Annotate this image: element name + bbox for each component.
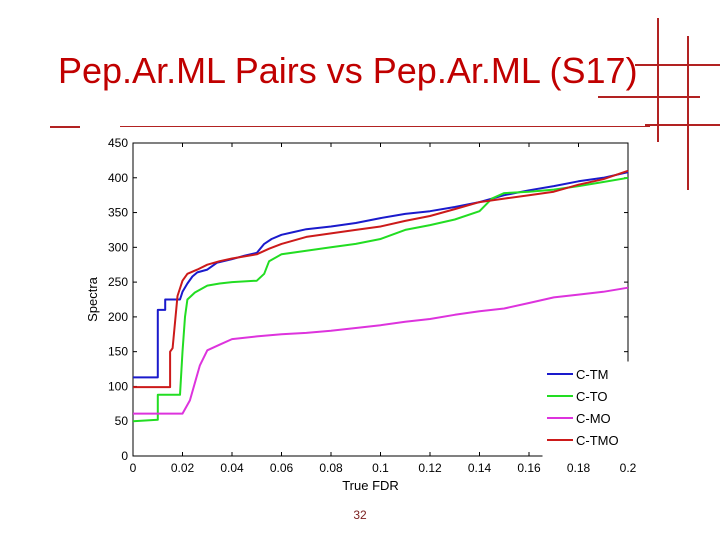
y-tick-label: 450 [108, 136, 128, 150]
y-tick-label: 250 [108, 275, 128, 289]
decor-line-h1 [635, 64, 720, 66]
y-tick-label: 0 [121, 449, 128, 463]
series-line-c-tmo [133, 169, 629, 389]
page-number: 32 [353, 508, 367, 522]
decor-line-v2 [687, 36, 689, 190]
x-tick-label: 0.04 [220, 461, 244, 475]
x-tick-label: 0.14 [468, 461, 492, 475]
decor-line-h2 [598, 96, 700, 98]
x-tick-label: 0.12 [418, 461, 442, 475]
series-line-c-mo [133, 286, 629, 415]
slide-title: Pep.Ar.ML Pairs vs Pep.Ar.ML (S17) [58, 50, 638, 91]
title-underline [120, 126, 650, 127]
legend-label-c-mo: C-MO [576, 411, 611, 426]
legend-label-c-tmo: C-TMO [576, 433, 619, 448]
x-tick-label: 0.08 [319, 461, 343, 475]
decor-line-v1 [657, 18, 659, 142]
y-tick-label: 350 [108, 206, 128, 220]
legend-label-c-tm: C-TM [576, 367, 609, 382]
decor-line-h3 [645, 124, 720, 126]
x-tick-label: 0.06 [270, 461, 294, 475]
x-tick-label: 0.1 [372, 461, 389, 475]
legend-label-c-to: C-TO [576, 389, 608, 404]
y-tick-label: 300 [108, 240, 128, 254]
y-tick-label: 50 [115, 414, 129, 428]
x-tick-label: 0.16 [517, 461, 541, 475]
x-tick-label: 0 [130, 461, 137, 475]
y-tick-label: 100 [108, 379, 128, 393]
series-line-c-to [132, 176, 629, 423]
title-underline-left [50, 126, 80, 128]
x-tick-label: 0.18 [567, 461, 591, 475]
x-tick-label: 0.2 [620, 461, 637, 475]
x-tick-label: 0.02 [171, 461, 195, 475]
x-axis-label: True FDR [342, 478, 399, 493]
y-tick-label: 200 [108, 310, 128, 324]
y-axis-label: Spectra [85, 276, 100, 322]
y-tick-label: 400 [108, 171, 128, 185]
y-tick-label: 150 [108, 345, 128, 359]
